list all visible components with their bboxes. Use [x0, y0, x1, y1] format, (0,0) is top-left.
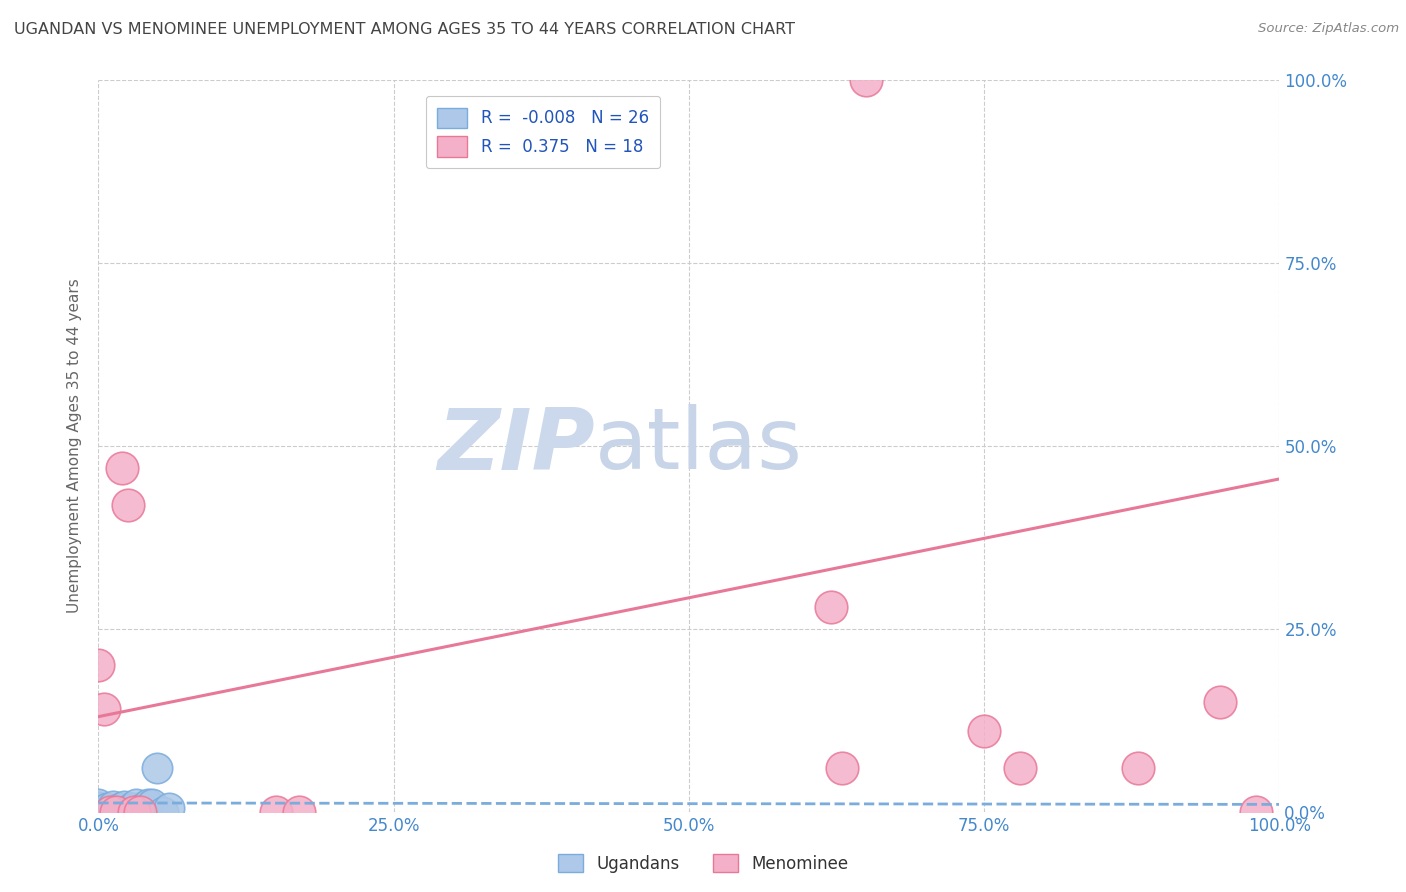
Point — [117, 805, 139, 819]
Text: ZIP: ZIP — [437, 404, 595, 488]
Point — [1126, 761, 1149, 775]
Point — [1209, 695, 1232, 709]
Legend: Ugandans, Menominee: Ugandans, Menominee — [551, 847, 855, 880]
Point — [101, 798, 124, 813]
Point — [87, 803, 110, 817]
Point — [855, 73, 877, 87]
Text: UGANDAN VS MENOMINEE UNEMPLOYMENT AMONG AGES 35 TO 44 YEARS CORRELATION CHART: UGANDAN VS MENOMINEE UNEMPLOYMENT AMONG … — [14, 22, 794, 37]
Point — [105, 805, 128, 819]
Point — [87, 801, 110, 815]
Point — [122, 805, 145, 819]
Point — [111, 461, 134, 475]
Point — [108, 801, 131, 815]
Point — [264, 805, 287, 819]
Point — [152, 805, 174, 819]
Point — [87, 805, 110, 819]
Point — [831, 761, 853, 775]
Point — [157, 801, 180, 815]
Point — [98, 805, 121, 819]
Text: Source: ZipAtlas.com: Source: ZipAtlas.com — [1258, 22, 1399, 36]
Point — [96, 801, 118, 815]
Point — [820, 599, 842, 614]
Y-axis label: Unemployment Among Ages 35 to 44 years: Unemployment Among Ages 35 to 44 years — [67, 278, 83, 614]
Point — [136, 797, 159, 812]
Text: atlas: atlas — [595, 404, 803, 488]
Point — [93, 805, 115, 819]
Point — [87, 658, 110, 673]
Point — [973, 724, 995, 739]
Point — [141, 797, 163, 812]
Point — [128, 805, 150, 819]
Point — [132, 801, 155, 815]
Point — [121, 801, 143, 815]
Point — [146, 761, 169, 775]
Point — [111, 805, 134, 819]
Point — [128, 805, 150, 819]
Point — [135, 798, 157, 813]
Point — [87, 803, 110, 817]
Point — [112, 798, 135, 813]
Point — [288, 805, 311, 819]
Point — [98, 805, 121, 819]
Point — [105, 805, 128, 819]
Point — [87, 797, 110, 812]
Point — [1008, 761, 1031, 775]
Point — [87, 799, 110, 814]
Point — [117, 498, 139, 512]
Point — [125, 797, 148, 812]
Point — [1244, 805, 1267, 819]
Point — [122, 801, 145, 815]
Legend: R =  -0.008   N = 26, R =  0.375   N = 18: R = -0.008 N = 26, R = 0.375 N = 18 — [426, 96, 661, 169]
Point — [93, 702, 115, 716]
